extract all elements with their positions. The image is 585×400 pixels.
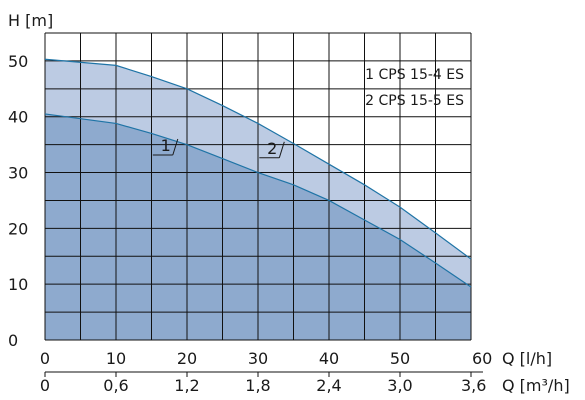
x2-tick-labels: 0 0,6 1,2 1,8 2,4 3,0 3,6 xyxy=(40,376,487,395)
x2-tick-label: 3,0 xyxy=(387,376,412,395)
x-tick-label: 60 xyxy=(472,349,492,368)
legend-entry-2: 2 CPS 15-5 ES xyxy=(365,93,464,109)
curve-1-label-leader xyxy=(172,138,179,156)
x2-tick-label: 2,4 xyxy=(316,376,341,395)
y-tick-label: 50 xyxy=(8,52,28,71)
x2-tick-label: 0 xyxy=(40,376,50,395)
x-tick-label: 40 xyxy=(319,349,339,368)
x2-tick-label: 3,6 xyxy=(461,376,486,395)
x-tick-label: 20 xyxy=(177,349,197,368)
x2-tick-marks xyxy=(44,371,483,377)
legend-entry-1: 1 CPS 15-4 ES xyxy=(365,67,464,83)
grid-lines xyxy=(44,32,472,341)
curve-1-line xyxy=(44,113,472,288)
curve-2-label-leader xyxy=(278,141,285,158)
x2-tick-label: 0,6 xyxy=(103,376,128,395)
curve-2-line xyxy=(44,58,472,260)
x-axis-title: Q [l/h] xyxy=(502,349,552,368)
y-tick-label: 0 xyxy=(8,331,18,350)
x-tick-label: 30 xyxy=(248,349,268,368)
x2-axis-title: Q [m³/h] xyxy=(502,376,570,395)
x2-tick-label: 1,8 xyxy=(245,376,270,395)
curve-lines xyxy=(44,58,472,288)
x2-tick-label: 1,2 xyxy=(174,376,199,395)
curve-2-label: 2 xyxy=(267,139,277,158)
y-axis-title: H [m] xyxy=(8,11,53,30)
x-tick-labels: 0 10 20 30 40 50 60 xyxy=(40,349,492,368)
x-tick-label: 0 xyxy=(40,349,50,368)
y-tick-label: 30 xyxy=(8,164,28,183)
x-tick-label: 50 xyxy=(390,349,410,368)
y-tick-label: 20 xyxy=(8,219,28,238)
y-tick-labels: 0 10 20 30 40 50 xyxy=(8,52,28,350)
x-tick-label: 10 xyxy=(106,349,126,368)
y-tick-label: 40 xyxy=(8,108,28,127)
curve-1-label: 1 xyxy=(161,136,171,155)
y-tick-label: 10 xyxy=(8,275,28,294)
